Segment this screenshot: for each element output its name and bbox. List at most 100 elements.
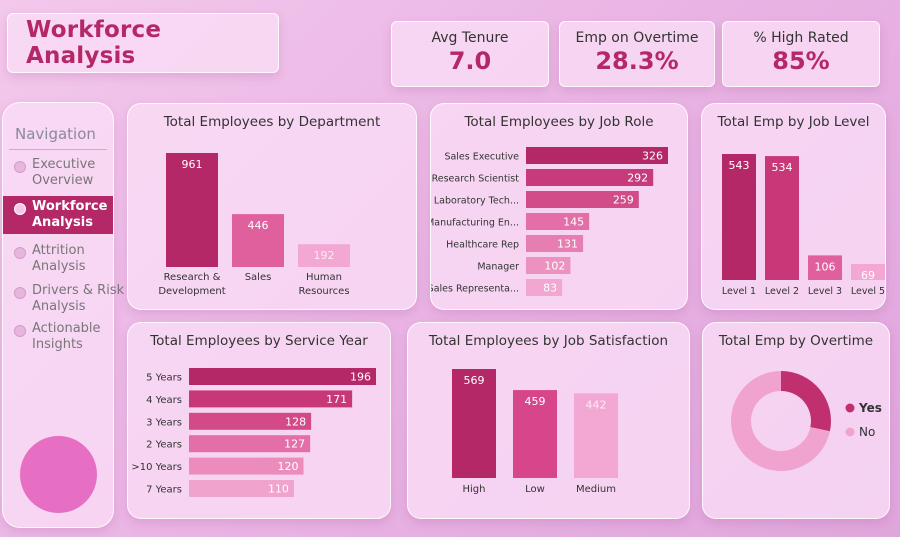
bar-value-label: 446: [248, 219, 269, 232]
legend-marker: [845, 427, 855, 437]
bar: [298, 244, 350, 267]
category-label: Healthcare Rep: [446, 240, 519, 251]
bar-value-label: 192: [314, 249, 335, 262]
bar-value-label: 131: [557, 238, 578, 251]
chart-card-job-role: Total Employees by Job Role 326 Sales Exe…: [430, 103, 688, 310]
category-label: Level 5: [851, 286, 885, 297]
chart-card-department: Total Employees by Department 961 Researc…: [127, 103, 417, 310]
category-label: >10 Years: [131, 462, 182, 473]
bar-value-label: 543: [729, 159, 750, 172]
chart-title: Total Employees by Job Satisfaction: [428, 333, 669, 349]
kpi-label: Emp on Overtime: [575, 30, 699, 46]
category-label: Level 3: [808, 286, 842, 297]
nav-item-label: Analysis: [32, 215, 93, 230]
bar-value-label: 259: [613, 194, 634, 207]
bar-value-label: 459: [525, 395, 546, 408]
kpi-value: 28.3%: [595, 47, 679, 75]
bar: [526, 191, 639, 208]
chart-job-satisfaction: 569 High 459 Low 442 Medium: [452, 369, 618, 495]
category-label: Human: [306, 272, 342, 283]
nav-item-drivers-risk-analysis[interactable]: Drivers & Risk Analysis: [3, 280, 124, 318]
bar: [808, 255, 842, 280]
category-label: Level 2: [765, 286, 799, 297]
category-label: Medium: [576, 484, 616, 495]
category-label: Research Scientist: [432, 174, 520, 185]
bar: [526, 257, 571, 274]
kpi-emp-overtime: Emp on Overtime 28.3%: [559, 21, 715, 87]
bar-value-label: 83: [543, 282, 557, 295]
bar: [526, 213, 590, 230]
category-label: Manager: [477, 262, 519, 273]
bar-value-label: 171: [326, 393, 347, 406]
nav-item-label: Actionable: [32, 321, 101, 336]
chart-service-year: 196 5 Years 171 4 Years 128 3 Years 127 2 Years…: [131, 368, 376, 497]
category-label: 4 Years: [146, 395, 182, 406]
nav-item-label: Insights: [32, 337, 83, 352]
category-label: Resources: [298, 286, 349, 297]
chart-card-job-level: Total Emp by Job Level 543 Level 1 534 Leve…: [701, 103, 886, 310]
kpi-label: Avg Tenure: [431, 30, 509, 46]
category-label: Research &: [164, 272, 221, 283]
nav-dot-icon: [14, 161, 26, 173]
bar-value-label: 569: [464, 374, 485, 387]
kpi-value: 85%: [772, 47, 830, 75]
chart-job-level: 543 Level 1 534 Level 2 106 Level 3 69 Level 5: [722, 154, 885, 297]
bar: [189, 368, 376, 385]
nav-item-label: Analysis: [32, 259, 86, 274]
bar-value-label: 961: [182, 158, 203, 171]
nav-item-workforce-analysis[interactable]: Workforce Analysis: [3, 196, 113, 234]
decorative-circle: [20, 436, 97, 513]
category-label: Level 1: [722, 286, 756, 297]
category-label: High: [463, 484, 486, 495]
category-label: 5 Years: [146, 373, 182, 384]
chart-title: Total Employees by Service Year: [150, 333, 368, 349]
category-label: Development: [158, 286, 225, 297]
bar-value-label: 106: [815, 260, 836, 273]
chart-job-role: 326 Sales Executive 292 Research Scientist 2…: [431, 147, 668, 296]
bar: [851, 263, 885, 280]
bar: [189, 435, 311, 453]
legend-label: No: [859, 425, 875, 439]
nav-dot-icon: [14, 203, 26, 215]
nav-item-label: Workforce: [32, 199, 108, 214]
category-label: 7 Years: [146, 485, 182, 496]
nav-dot-icon: [14, 287, 26, 299]
navigation-panel: Navigation Executive Overview Workforce …: [2, 102, 124, 528]
nav-dot-icon: [14, 325, 26, 337]
kpi-value: 7.0: [448, 47, 492, 75]
legend-marker: [845, 403, 855, 413]
nav-item-label: Analysis: [32, 299, 86, 314]
bar-value-label: 128: [285, 415, 306, 428]
donut-slice: [731, 371, 830, 471]
nav-item-attrition-analysis[interactable]: Attrition Analysis: [3, 240, 113, 278]
bar-value-label: 196: [350, 371, 371, 384]
bar-value-label: 145: [563, 216, 584, 229]
nav-item-label: Executive: [32, 157, 96, 172]
bar: [232, 214, 284, 267]
navigation-title: Navigation: [15, 125, 96, 143]
bar: [526, 147, 668, 164]
bar: [526, 279, 563, 296]
category-label: Low: [525, 484, 545, 495]
bar-value-label: 292: [627, 172, 648, 185]
bar: [189, 480, 294, 497]
nav-item-executive-overview[interactable]: Executive Overview: [3, 154, 113, 192]
bar: [722, 154, 756, 280]
category-label: Manufacturing En...: [431, 218, 519, 229]
navigation-divider: [9, 149, 107, 150]
bar-value-label: 120: [277, 460, 298, 473]
nav-item-label: Overview: [32, 173, 94, 188]
nav-item-actionable-insights[interactable]: Actionable Insights: [3, 318, 113, 356]
category-label: Laboratory Tech...: [434, 196, 519, 207]
chart-title: Total Employees by Department: [163, 114, 381, 130]
chart-title: Total Employees by Job Role: [464, 114, 654, 130]
bar: [526, 235, 584, 252]
bar: [189, 390, 353, 408]
category-label: Sales: [245, 272, 272, 283]
bar: [166, 153, 218, 267]
bar-value-label: 534: [772, 161, 793, 174]
bar: [526, 169, 654, 186]
bar-value-label: 69: [861, 269, 875, 282]
kpi-label: % High Rated: [753, 30, 849, 46]
bar: [574, 393, 618, 478]
